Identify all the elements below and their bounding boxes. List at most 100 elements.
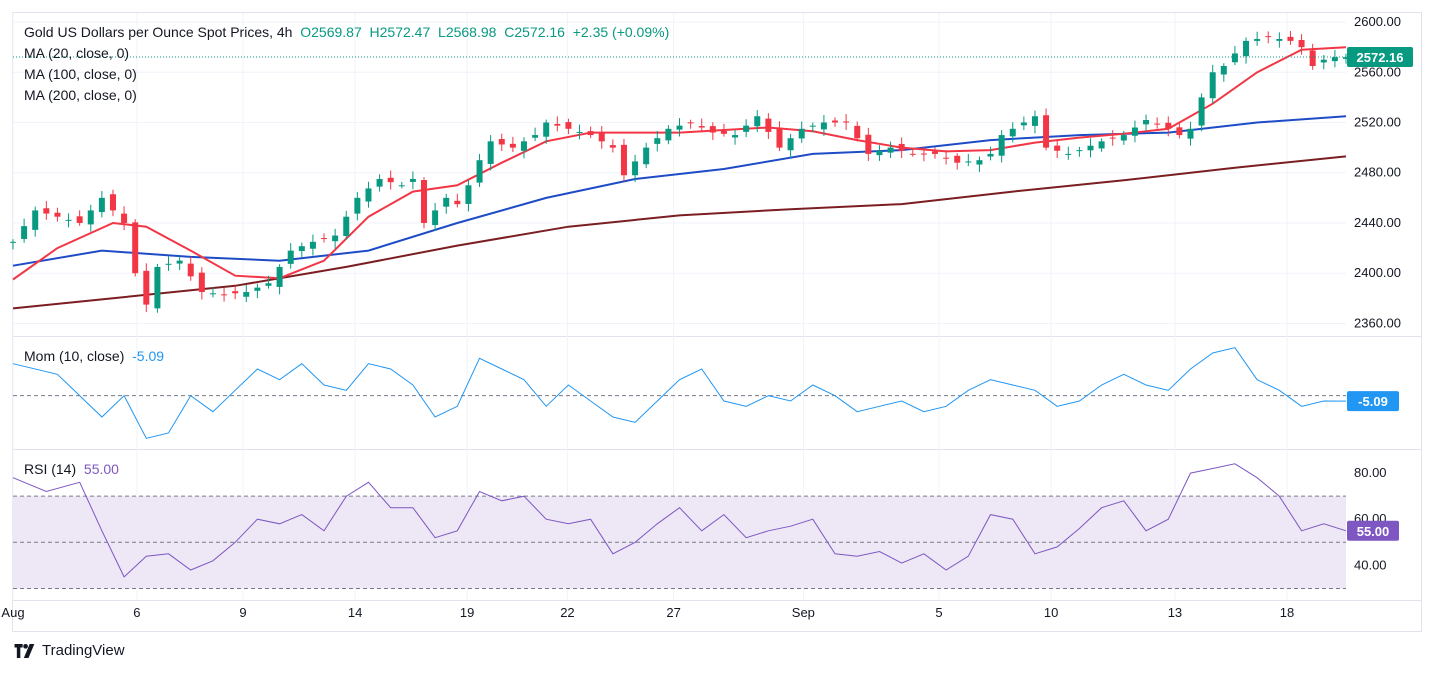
candle-body (576, 131, 583, 133)
rsi-legend[interactable]: RSI (14) 55.00 (24, 459, 119, 480)
candle (21, 218, 28, 243)
candle (832, 117, 839, 127)
price-legend: Gold US Dollars per Ounce Spot Prices, 4… (24, 22, 669, 106)
candle-body (987, 153, 994, 157)
candle (987, 146, 994, 161)
candle-body (1087, 145, 1094, 151)
candle (998, 130, 1005, 163)
candle (598, 126, 605, 149)
candle-body (709, 126, 716, 133)
candle-body (787, 138, 794, 151)
candle-body (1265, 36, 1272, 38)
candle (187, 256, 194, 281)
ma200-legend[interactable]: MA (200, close, 0) (24, 87, 137, 103)
candle (343, 210, 350, 240)
candle-body (876, 150, 883, 156)
candle (654, 130, 661, 152)
candle-body (454, 200, 461, 205)
candle-body (720, 130, 727, 134)
candle (543, 119, 550, 144)
candle (365, 181, 372, 208)
candle-body (76, 216, 83, 223)
candle (887, 141, 894, 158)
candle (10, 239, 16, 250)
candle-body (565, 122, 572, 129)
candle (676, 118, 683, 137)
candle-body (209, 293, 216, 295)
candle-body (487, 141, 494, 164)
candle (1176, 122, 1183, 139)
candle (720, 123, 727, 137)
candle-body (1009, 128, 1016, 137)
candle (943, 150, 950, 165)
candle-body (765, 118, 772, 132)
candle-body (509, 143, 516, 148)
candle-body (1220, 66, 1227, 75)
candle (1331, 49, 1338, 68)
candle (1087, 138, 1094, 158)
candle-body (32, 210, 39, 230)
candle (265, 275, 272, 289)
candle-body (931, 151, 938, 154)
brand[interactable]: TradingView (14, 642, 125, 659)
candle-body (87, 210, 94, 225)
price-tick-label: 2360.00 (1354, 315, 1401, 330)
rsi-badge (1347, 520, 1399, 541)
candle-body (732, 135, 739, 138)
candle-body (643, 147, 650, 165)
candle (165, 256, 172, 271)
candle (409, 171, 416, 190)
rsi-value: 55.00 (83, 461, 119, 477)
candle (54, 207, 61, 222)
candle (1343, 53, 1349, 64)
candle (554, 116, 561, 132)
x-tick-label: 6 (133, 605, 140, 620)
candle (354, 192, 361, 221)
candle (1243, 37, 1250, 64)
candle (1076, 146, 1083, 157)
candle-body (1287, 36, 1294, 41)
candle (1098, 138, 1105, 152)
candle-body (1176, 127, 1183, 136)
candle (587, 126, 594, 138)
momentum-pane (12, 347, 1347, 439)
candle (565, 118, 572, 135)
candle (865, 127, 872, 161)
candle-body (398, 185, 405, 187)
candle (487, 135, 494, 171)
candle (287, 243, 294, 269)
low-value: L2568.98 (438, 24, 497, 40)
ma20-legend[interactable]: MA (20, close, 0) (24, 45, 130, 61)
candle-body (287, 250, 294, 264)
candle-body (543, 122, 550, 137)
mom-badge (1347, 391, 1399, 412)
candle-body (609, 145, 616, 148)
price-badge (1347, 47, 1413, 68)
candle (732, 129, 739, 145)
candle-body (432, 210, 439, 225)
candle-body (665, 128, 672, 141)
ma100-legend[interactable]: MA (100, close, 0) (24, 66, 137, 82)
candle (432, 202, 439, 231)
candle-body (632, 161, 639, 176)
candle-body (1098, 141, 1105, 149)
candle-body (409, 179, 416, 182)
candle-body (687, 122, 694, 124)
price-pane (10, 31, 1349, 313)
candle-body (1054, 145, 1061, 151)
mom-legend[interactable]: Mom (10, close) -5.09 (24, 346, 164, 367)
candle (476, 153, 483, 187)
candle (143, 263, 150, 313)
axes-layer: Aug 6 9 14 19 22 27 Sep 5 10 13 18 2600.00 2560.00 252… (1, 14, 1413, 620)
candle-body (143, 270, 150, 305)
candle-body (443, 197, 450, 207)
candle-body (976, 160, 983, 165)
candle (76, 210, 83, 226)
candle-body (21, 226, 28, 240)
candle-body (998, 135, 1005, 156)
candle-body (298, 246, 305, 252)
candle-body (1320, 59, 1327, 63)
candle-body (1187, 128, 1194, 139)
candle-body (820, 122, 827, 130)
